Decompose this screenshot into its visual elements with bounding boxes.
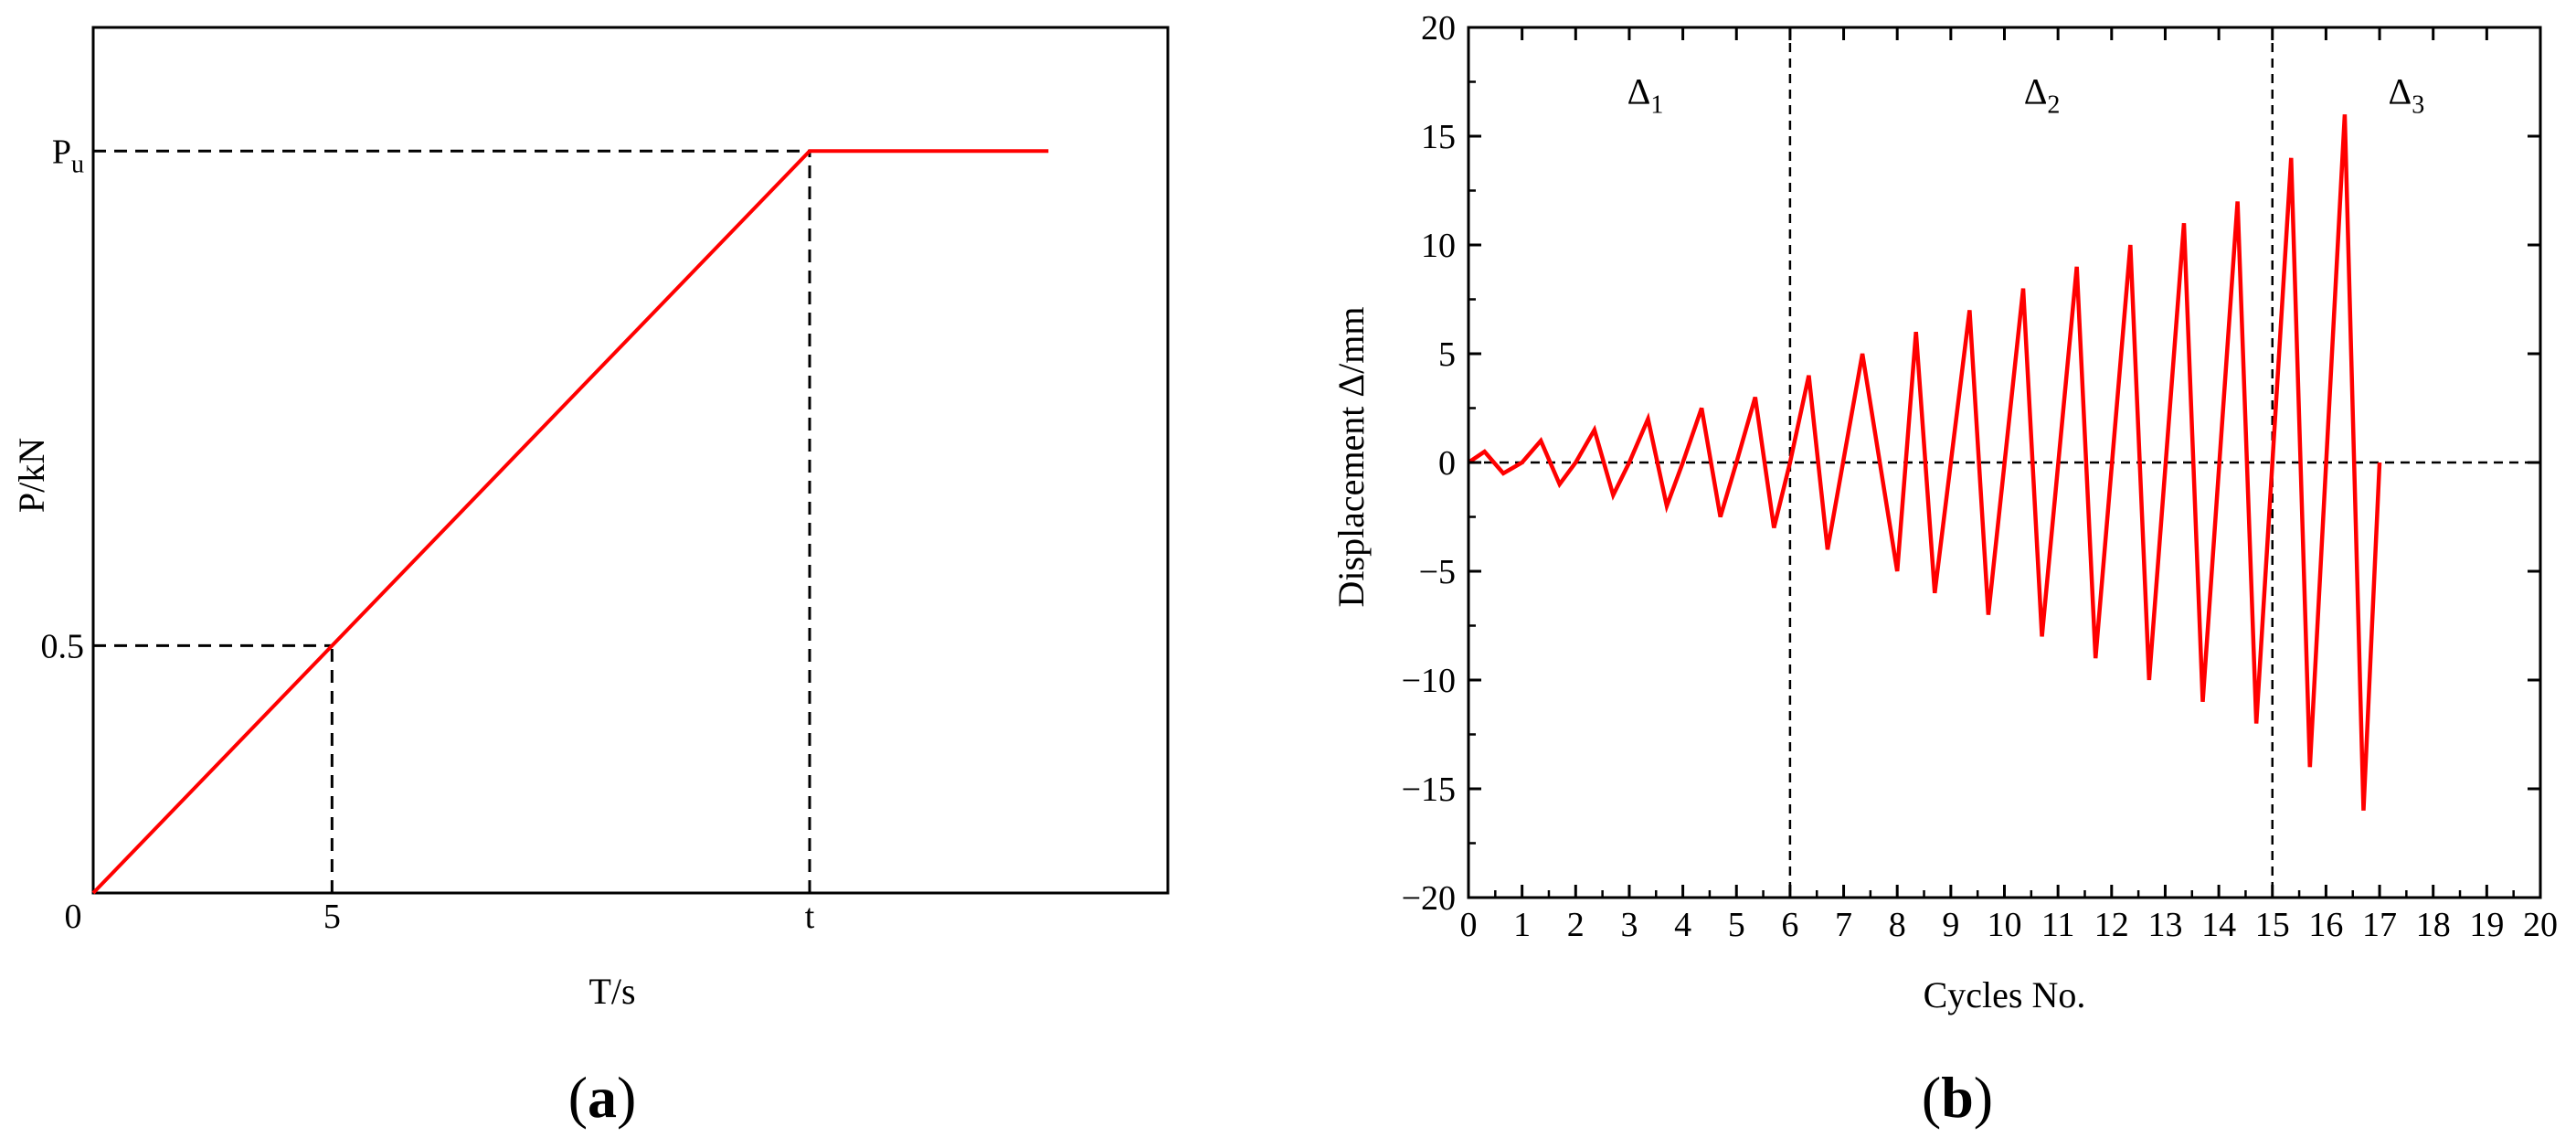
- panel-b-x-tick-label-19: 19: [2469, 906, 2504, 944]
- panel-b-x-tick-label-1: 1: [1513, 906, 1531, 944]
- panel-b-x-tick-label-2: 2: [1567, 906, 1585, 944]
- panel-b-x-tick-label-17: 17: [2362, 906, 2397, 944]
- panel-b-y-tick-label-2: −10: [1402, 662, 1456, 700]
- panel-b-x-tick-label-3: 3: [1620, 906, 1638, 944]
- panel-a-y-tick-label-0: 0.5: [41, 627, 85, 665]
- panel-b-x-tick-label-18: 18: [2416, 906, 2451, 944]
- panel-b-x-tick-label-8: 8: [1889, 906, 1906, 944]
- panel-b-x-tick-label-6: 6: [1781, 906, 1798, 944]
- panel-a-y-axis-label: P/kN: [11, 438, 52, 513]
- panel-b-y-axis-label: Displacement Δ/mm: [1330, 307, 1372, 608]
- panel-b-x-tick-label-5: 5: [1728, 906, 1745, 944]
- panel-a-tick-labels: 0 5 t 0.5 Pu: [41, 133, 815, 936]
- panel-b-y-tick-label-7: 15: [1421, 118, 1456, 156]
- panel-a-x-tick-label-1: t: [805, 898, 815, 936]
- panel-b-series-line-0: [1467, 114, 2382, 811]
- panel-b-x-tick-label-0: 0: [1460, 906, 1478, 944]
- panel-a-series: [91, 149, 1049, 895]
- panel-b-x-tick-label-9: 9: [1942, 906, 1959, 944]
- panel-b-y-tick-label-6: 10: [1421, 227, 1456, 265]
- panel-a: 0 5 t 0.5 Pu T/s P/kN (a): [11, 26, 1170, 1130]
- panel-a-label: (a): [568, 1065, 637, 1130]
- panel-a-series-line-0: [91, 149, 1049, 895]
- panel-b-annotation-0: Δ1: [1627, 70, 1664, 119]
- panel-a-reference-lines: [93, 149, 811, 893]
- panel-b-x-tick-label-12: 12: [2094, 906, 2129, 944]
- panel-a-x-axis-label: T/s: [588, 971, 635, 1012]
- panel-b-annotations: Δ1 Δ2 Δ3: [1627, 70, 2425, 119]
- panel-a-x-tick-label-0: 5: [323, 898, 341, 936]
- panel-b-x-tick-label-15: 15: [2255, 906, 2290, 944]
- panel-b-x-axis-label: Cycles No.: [1924, 974, 2086, 1015]
- panel-a-origin-label: 0: [65, 898, 82, 936]
- panel-b-annotation-1: Δ2: [2024, 70, 2061, 119]
- panel-b-x-tick-label-7: 7: [1835, 906, 1852, 944]
- panel-b-x-tick-label-4: 4: [1674, 906, 1691, 944]
- panel-b-x-tick-label-11: 11: [2041, 906, 2075, 944]
- panel-b-series: [1467, 114, 2382, 811]
- panel-b-x-tick-label-20: 20: [2523, 906, 2558, 944]
- panel-b-y-tick-label-5: 5: [1438, 335, 1456, 374]
- panel-a-y-tick-label-1: Pu: [52, 133, 84, 178]
- panel-b-x-tick-label-14: 14: [2201, 906, 2236, 944]
- panel-b-x-tick-label-10: 10: [1988, 906, 2022, 944]
- panel-b-ticks: 0 1 2 3 4 5 6 7 8 9 10 11 12 13 14 15 16 17 18 19 20−20−15−1…: [1402, 9, 2558, 944]
- panel-a-axes-frame: [91, 26, 1170, 895]
- panel-b-y-tick-label-4: 0: [1438, 444, 1456, 483]
- panel-b: 0 1 2 3 4 5 6 7 8 9 10 11 12 13 14 15 16 17 18 19 20−20−15−1…: [1330, 9, 2558, 1130]
- panel-b-x-tick-label-16: 16: [2308, 906, 2343, 944]
- panel-b-y-tick-label-3: −5: [1419, 553, 1456, 591]
- panel-b-x-tick-label-13: 13: [2147, 906, 2182, 944]
- panel-b-annotation-2: Δ3: [2389, 70, 2425, 119]
- panel-b-y-tick-label-0: −20: [1402, 879, 1456, 918]
- panel-b-label: (b): [1922, 1065, 1993, 1130]
- panel-b-y-tick-label-1: −15: [1402, 771, 1456, 809]
- panel-b-y-tick-label-8: 20: [1421, 9, 1456, 48]
